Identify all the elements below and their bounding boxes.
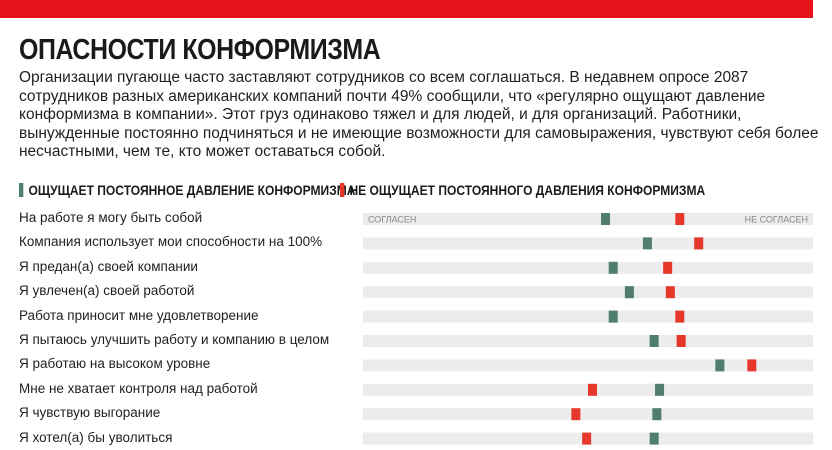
marker-not-pressured — [676, 335, 686, 347]
marker-pressured — [652, 408, 662, 421]
marker-not-pressured — [571, 408, 581, 421]
legend: ОЩУЩАЕТ ПОСТОЯННОЕ ДАВЛЕНИЕ КОНФОРМИЗМА … — [0, 182, 832, 198]
marker-not-pressured — [665, 286, 675, 299]
row-label: Я чувствую выгорание — [19, 405, 161, 421]
row-label: На работе я могу быть собой — [19, 210, 203, 225]
page-title: ОПАСНОСТИ КОНФОРМИЗМА — [19, 34, 381, 66]
marker-not-pressured — [588, 383, 597, 396]
legend-item-pressured: ОЩУЩАЕТ ПОСТОЯННОЕ ДАВЛЕНИЕ КОНФОРМИЗМА — [19, 182, 355, 198]
marker-pressured — [624, 286, 634, 299]
axis-label-disagree: НЕ СОГЛАСЕН — [745, 215, 808, 225]
row-track — [363, 310, 813, 323]
row-label: Я увлечен(а) своей работой — [19, 283, 195, 299]
marker-pressured — [649, 432, 659, 445]
row-label: Я предан(а) своей компании — [19, 258, 198, 274]
marker-pressured — [608, 261, 618, 274]
legend-swatch-red — [340, 183, 345, 197]
row-label: Я работаю на высоком уровне — [19, 356, 211, 372]
row-track — [363, 261, 813, 274]
marker-not-pressured — [582, 432, 592, 445]
row-track — [363, 408, 813, 421]
marker-pressured — [715, 359, 725, 372]
intro-text: Организации пугающе часто заставляют сот… — [19, 69, 819, 161]
row-track — [363, 213, 813, 225]
row-label: Мне не хватает контроля над работой — [19, 380, 258, 396]
row-label: Я хотел(а) бы уволиться — [19, 429, 173, 445]
marker-pressured — [608, 310, 618, 323]
marker-not-pressured — [747, 359, 757, 372]
row-label: Компания использует мои способности на 1… — [19, 234, 323, 250]
axis-label-agree: СОГЛАСЕН — [368, 215, 416, 225]
legend-item-not-pressured: НЕ ОЩУЩАЕТ ПОСТОЯННОГО ДАВЛЕНИЯ КОНФОРМИ… — [340, 182, 705, 198]
marker-pressured — [655, 383, 665, 396]
row-track — [363, 286, 813, 299]
row-label: Я пытаюсь улучшить работу и компанию в ц… — [19, 332, 330, 347]
top-accent-bar — [0, 0, 813, 18]
legend-swatch-green — [19, 183, 24, 197]
marker-pressured — [601, 213, 611, 225]
legend-label-not-pressured: НЕ ОЩУЩАЕТ ПОСТОЯННОГО ДАВЛЕНИЯ КОНФОРМИ… — [349, 182, 706, 198]
marker-not-pressured — [694, 237, 704, 250]
marker-not-pressured — [663, 261, 673, 274]
marker-not-pressured — [675, 213, 685, 225]
row-track — [363, 237, 813, 250]
row-track — [363, 359, 813, 372]
marker-pressured — [649, 335, 659, 347]
row-label: Работа приносит мне удовлетворение — [19, 307, 259, 323]
row-track — [363, 335, 813, 347]
marker-pressured — [642, 237, 652, 250]
marker-not-pressured — [675, 310, 685, 323]
legend-label-pressured: ОЩУЩАЕТ ПОСТОЯННОЕ ДАВЛЕНИЕ КОНФОРМИЗМА — [28, 182, 356, 198]
